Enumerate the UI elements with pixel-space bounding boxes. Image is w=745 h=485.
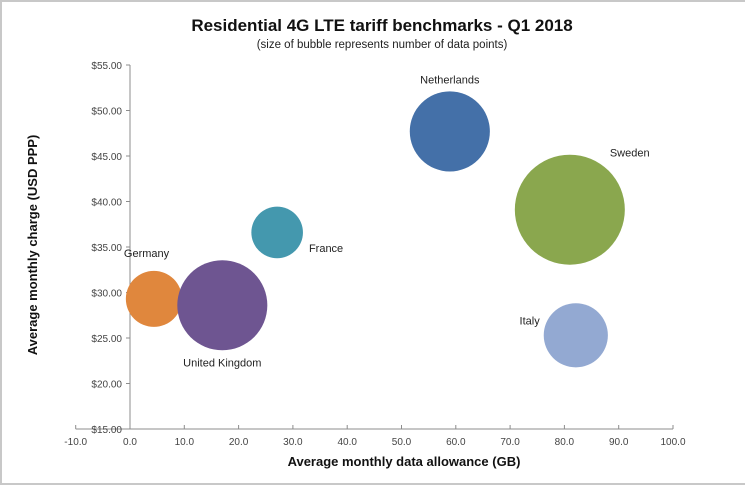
- x-tick-label: 0.0: [123, 437, 137, 448]
- bubble-italy: [543, 303, 608, 368]
- y-axis-title: Average monthly charge (USD PPP): [25, 135, 40, 356]
- bubble-label-germany: Germany: [124, 248, 170, 260]
- axes: -10.0 0.0 10.0 20.0 30.0 40.0 50.0 60.0 70.0 80.0…: [64, 61, 686, 448]
- y-tick-label: $15.00: [91, 425, 122, 436]
- bubble-netherlands: [409, 91, 490, 172]
- y-tick-label: $30.00: [91, 289, 122, 300]
- bubble-label-netherlands: Netherlands: [420, 74, 480, 86]
- y-tick-label: $55.00: [91, 61, 122, 72]
- bubbles-layer: [125, 91, 625, 368]
- bubble-germany: [125, 270, 182, 327]
- chart-subtitle: (size of bubble represents number of dat…: [257, 39, 508, 51]
- y-tick-label: $35.00: [91, 243, 122, 254]
- x-tick-label: 40.0: [337, 437, 357, 448]
- x-tick-label: 80.0: [555, 437, 575, 448]
- bubble-labels-layer: Germany United Kingdom France Netherlands Sw…: [124, 74, 650, 369]
- bubble-label-italy: Italy: [520, 315, 541, 327]
- x-tick-label: 10.0: [175, 437, 195, 448]
- x-tick-label: 60.0: [446, 437, 466, 448]
- x-tick-label: 90.0: [609, 437, 629, 448]
- bubble-label-united-kingdom: United Kingdom: [183, 357, 261, 369]
- x-axis-title: Average monthly data allowance (GB): [288, 454, 521, 469]
- bubble-united-kingdom: [177, 260, 268, 351]
- x-tick-label: 30.0: [283, 437, 303, 448]
- y-tick-label: $25.00: [91, 334, 122, 345]
- x-tick-label: -10.0: [64, 437, 87, 448]
- bubble-label-sweden: Sweden: [610, 148, 650, 160]
- x-tick-label: 50.0: [392, 437, 412, 448]
- y-tick-label: $20.00: [91, 380, 122, 391]
- x-tick-label: 20.0: [229, 437, 249, 448]
- x-tick-label: 70.0: [500, 437, 520, 448]
- bubble-label-france: France: [309, 243, 343, 255]
- y-tick-label: $50.00: [91, 107, 122, 118]
- bubble-sweden: [514, 154, 625, 265]
- y-tick-label: $45.00: [91, 152, 122, 163]
- bubble-france: [251, 206, 303, 259]
- y-tick-label: $40.00: [91, 198, 122, 209]
- x-tick-label: 100.0: [660, 437, 685, 448]
- chart-title: Residential 4G LTE tariff benchmarks - Q…: [191, 16, 572, 35]
